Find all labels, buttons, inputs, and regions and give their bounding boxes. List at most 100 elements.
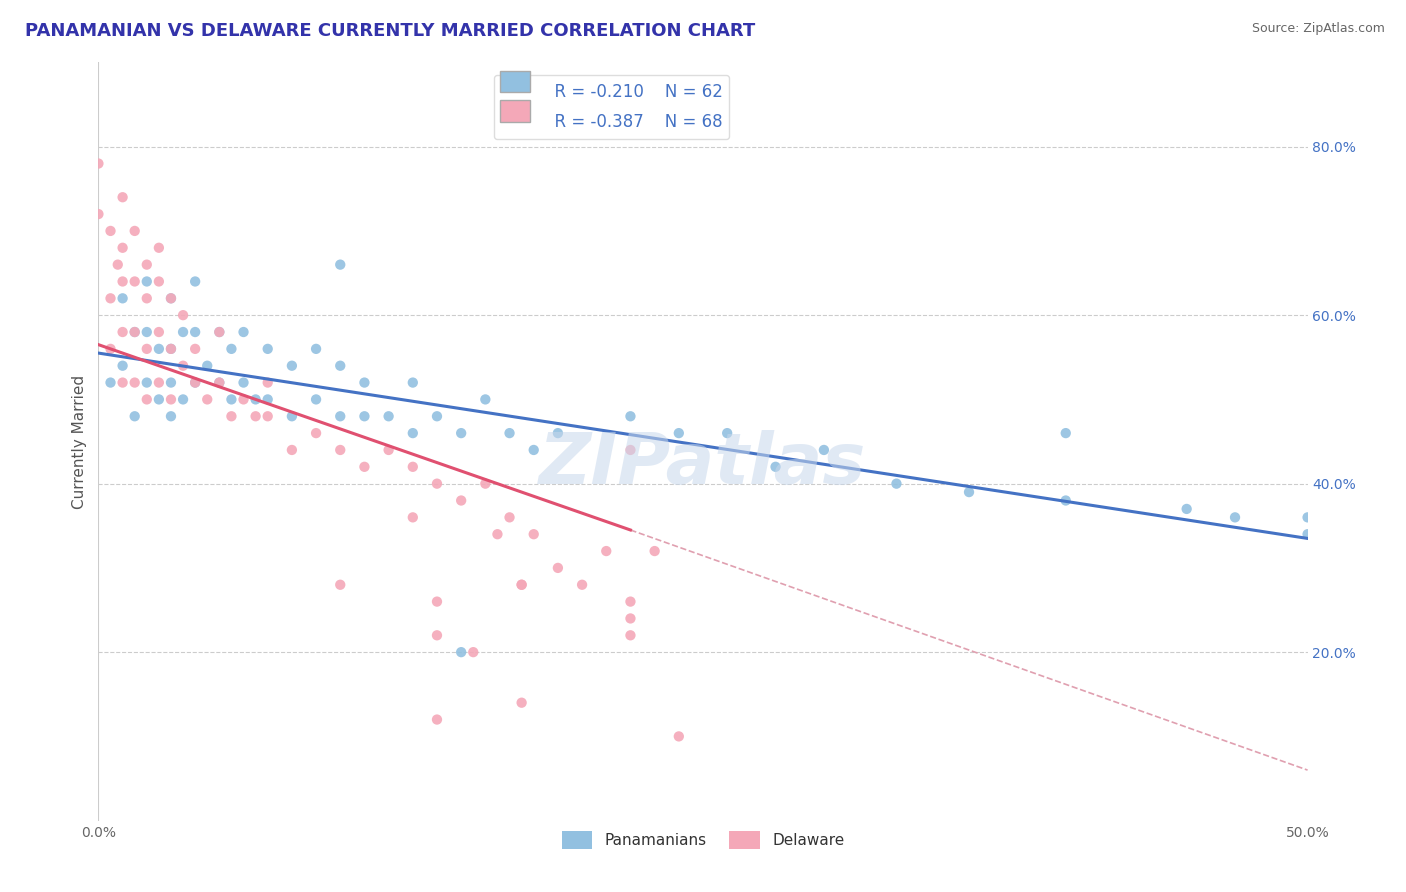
- Point: [148, 342, 170, 356]
- Point: [256, 342, 278, 356]
- Point: [100, 376, 122, 390]
- Point: [245, 392, 267, 407]
- Point: [547, 561, 569, 575]
- Text: Source: ZipAtlas.com: Source: ZipAtlas.com: [1251, 22, 1385, 36]
- Point: [377, 409, 399, 424]
- Point: [111, 325, 134, 339]
- Point: [1296, 527, 1319, 541]
- Point: [329, 442, 352, 457]
- Point: [353, 459, 375, 474]
- Point: [571, 578, 593, 592]
- Point: [208, 376, 231, 390]
- Point: [184, 376, 207, 390]
- Point: [124, 409, 146, 424]
- Point: [281, 359, 304, 373]
- Point: [595, 544, 617, 558]
- Point: [245, 409, 267, 424]
- Point: [498, 510, 520, 524]
- Point: [281, 442, 304, 457]
- Point: [668, 426, 690, 441]
- Point: [486, 527, 509, 541]
- Point: [1054, 426, 1077, 441]
- Point: [160, 342, 183, 356]
- Point: [305, 342, 328, 356]
- Point: [402, 459, 425, 474]
- Point: [195, 392, 218, 407]
- Point: [124, 325, 146, 339]
- Point: [124, 275, 146, 289]
- Point: [329, 258, 352, 272]
- Point: [474, 476, 496, 491]
- Point: [184, 342, 207, 356]
- Text: ZIPatlas: ZIPatlas: [540, 430, 866, 499]
- Point: [426, 594, 449, 608]
- Point: [426, 409, 449, 424]
- Point: [329, 409, 352, 424]
- Point: [716, 426, 738, 441]
- Point: [111, 190, 134, 204]
- Point: [208, 325, 231, 339]
- Point: [172, 392, 194, 407]
- Point: [135, 258, 157, 272]
- Point: [135, 275, 157, 289]
- Point: [107, 258, 129, 272]
- Point: [510, 578, 533, 592]
- Text: PANAMANIAN VS DELAWARE CURRENTLY MARRIED CORRELATION CHART: PANAMANIAN VS DELAWARE CURRENTLY MARRIED…: [25, 22, 755, 40]
- Point: [329, 578, 352, 592]
- Point: [135, 376, 157, 390]
- Point: [160, 409, 183, 424]
- Point: [184, 275, 207, 289]
- Point: [463, 645, 485, 659]
- Point: [87, 207, 110, 221]
- Point: [221, 392, 243, 407]
- Point: [256, 392, 278, 407]
- Point: [353, 376, 375, 390]
- Point: [450, 426, 472, 441]
- Point: [402, 510, 425, 524]
- Point: [135, 325, 157, 339]
- Point: [523, 442, 546, 457]
- Point: [619, 409, 641, 424]
- Point: [100, 342, 122, 356]
- Point: [160, 291, 183, 305]
- Point: [813, 442, 835, 457]
- Point: [148, 325, 170, 339]
- Point: [100, 224, 122, 238]
- Point: [329, 359, 352, 373]
- Point: [619, 442, 641, 457]
- Point: [256, 376, 278, 390]
- Point: [87, 156, 110, 170]
- Point: [426, 628, 449, 642]
- Point: [172, 308, 194, 322]
- Point: [426, 476, 449, 491]
- Point: [547, 426, 569, 441]
- Point: [619, 594, 641, 608]
- Point: [208, 325, 231, 339]
- Point: [160, 376, 183, 390]
- Point: [377, 442, 399, 457]
- Point: [426, 713, 449, 727]
- Point: [124, 224, 146, 238]
- Y-axis label: Currently Married: Currently Married: [72, 375, 87, 508]
- Point: [148, 392, 170, 407]
- Point: [232, 325, 254, 339]
- Point: [510, 578, 533, 592]
- Point: [160, 291, 183, 305]
- Point: [619, 611, 641, 625]
- Point: [1296, 510, 1319, 524]
- Point: [281, 409, 304, 424]
- Point: [523, 527, 546, 541]
- Point: [111, 241, 134, 255]
- Point: [644, 544, 666, 558]
- Point: [148, 241, 170, 255]
- Point: [957, 485, 980, 500]
- Point: [172, 359, 194, 373]
- Point: [474, 392, 496, 407]
- Point: [160, 392, 183, 407]
- Point: [111, 359, 134, 373]
- Point: [184, 325, 207, 339]
- Point: [111, 275, 134, 289]
- Point: [135, 342, 157, 356]
- Point: [402, 426, 425, 441]
- Point: [510, 696, 533, 710]
